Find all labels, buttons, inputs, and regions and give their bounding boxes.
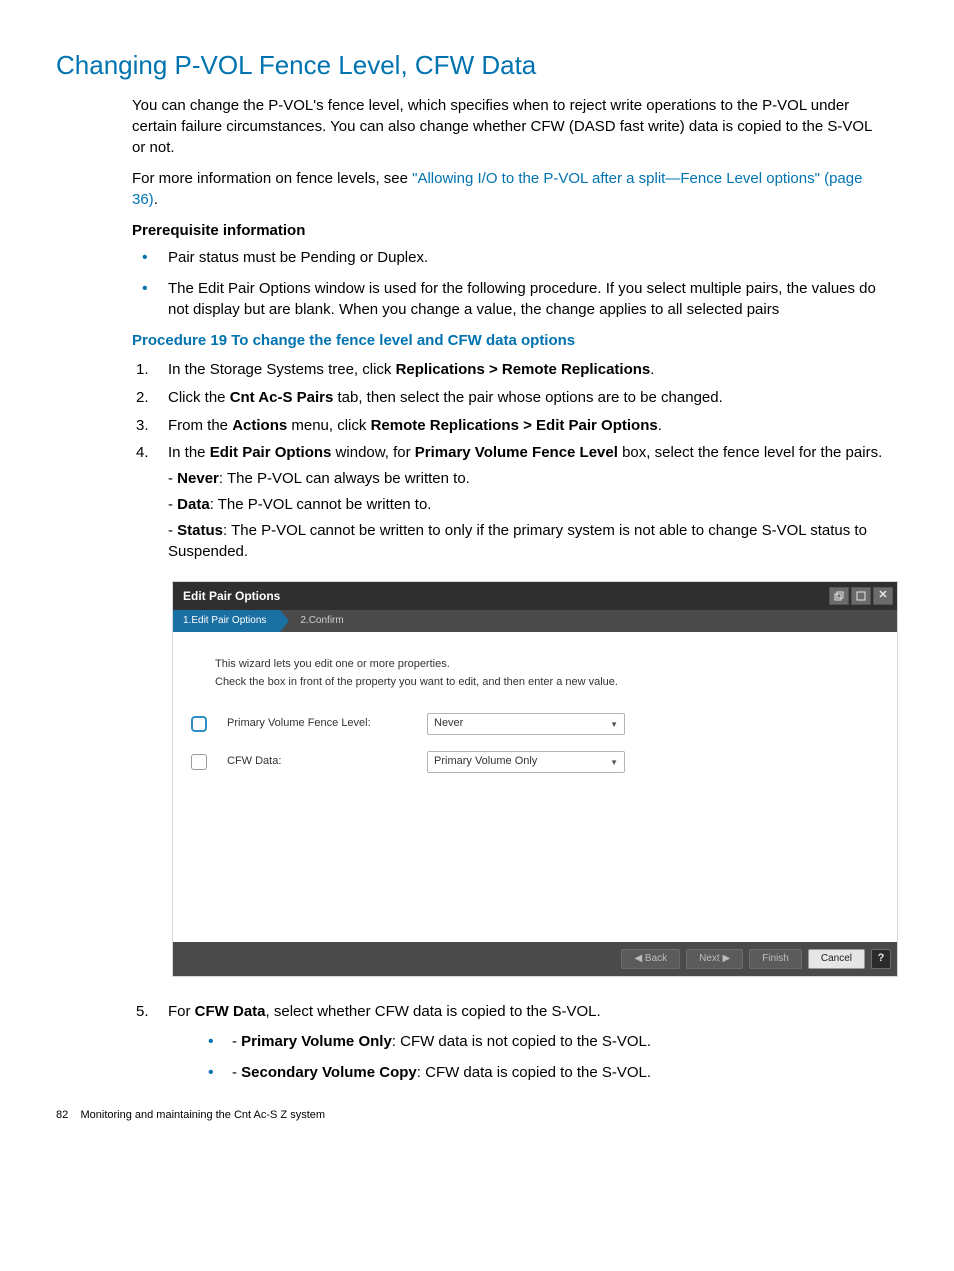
maximize-icon[interactable]: [851, 587, 871, 605]
step-1: In the Storage Systems tree, click Repli…: [132, 359, 888, 381]
step5-pre: For: [168, 1003, 195, 1020]
procedure-steps: In the Storage Systems tree, click Repli…: [132, 359, 888, 563]
intro-p2-post: .: [154, 191, 158, 208]
status-text: : The P-VOL cannot be written to only if…: [168, 522, 867, 561]
fence-level-label: Primary Volume Fence Level:: [227, 716, 427, 731]
dialog-titlebar: Edit Pair Options ✕: [173, 582, 897, 610]
step4-post: box, select the fence level for the pair…: [618, 444, 882, 461]
page-number: 82: [56, 1109, 68, 1121]
cfw-data-label: CFW Data:: [227, 754, 427, 769]
step3-mid: menu, click: [287, 417, 370, 434]
svc-label: Secondary Volume Copy: [241, 1064, 417, 1081]
prereq-heading: Prerequisite information: [132, 220, 888, 241]
window-buttons: ✕: [829, 587, 893, 605]
never-label: Never: [177, 470, 219, 487]
fence-level-checkbox[interactable]: [191, 716, 207, 732]
status-label: Status: [177, 522, 223, 539]
step1-bold: Replications > Remote Replications: [396, 361, 651, 378]
dialog-title: Edit Pair Options: [183, 588, 280, 605]
data-text: : The P-VOL cannot be written to.: [210, 496, 432, 513]
step3-b2: Remote Replications > Edit Pair Options: [371, 417, 658, 434]
intro-paragraph-1: You can change the P-VOL's fence level, …: [132, 95, 888, 158]
chapter-name: Monitoring and maintaining the Cnt Ac-S …: [80, 1109, 325, 1121]
chevron-down-icon: ▼: [610, 719, 618, 730]
finish-button[interactable]: Finish: [749, 949, 802, 969]
step1-pre: In the Storage Systems tree, click: [168, 361, 396, 378]
dialog-body: This wizard lets you edit one or more pr…: [173, 632, 897, 942]
cfw-data-select[interactable]: Primary Volume Only ▼: [427, 751, 625, 773]
step3-pre: From the: [168, 417, 232, 434]
step2-bold: Cnt Ac-S Pairs: [230, 389, 334, 406]
page-footer: 82 Monitoring and maintaining the Cnt Ac…: [56, 1109, 898, 1121]
step4-status: - Status: The P-VOL cannot be written to…: [168, 520, 888, 564]
data-label: Data: [177, 496, 210, 513]
pvo-label: Primary Volume Only: [241, 1033, 392, 1050]
step3-post: .: [658, 417, 662, 434]
step-4: In the Edit Pair Options window, for Pri…: [132, 442, 888, 563]
step3-b1: Actions: [232, 417, 287, 434]
wizard-step-bar: 1.Edit Pair Options 2.Confirm: [173, 610, 897, 632]
back-button[interactable]: ◀ Back: [621, 949, 680, 969]
next-button[interactable]: Next ▶: [686, 949, 743, 969]
step1-post: .: [650, 361, 654, 378]
cfw-data-checkbox[interactable]: [191, 754, 207, 770]
dialog-intro-line1: This wizard lets you edit one or more pr…: [215, 656, 869, 674]
pvo-text: : CFW data is not copied to the S-VOL.: [392, 1033, 651, 1050]
svc-text: : CFW data is copied to the S-VOL.: [417, 1064, 651, 1081]
never-text: : The P-VOL can always be written to.: [219, 470, 470, 487]
step-3: From the Actions menu, click Remote Repl…: [132, 415, 888, 437]
prereq-list: Pair status must be Pending or Duplex. T…: [132, 247, 888, 320]
fence-level-row: Primary Volume Fence Level: Never ▼: [215, 713, 869, 735]
cfw-data-value: Primary Volume Only: [434, 754, 537, 769]
step-2: Click the Cnt Ac-S Pairs tab, then selec…: [132, 387, 888, 409]
step5-svc: - Secondary Volume Copy: CFW data is cop…: [200, 1062, 888, 1083]
step5-sublist: - Primary Volume Only: CFW data is not c…: [200, 1031, 888, 1083]
dialog-footer: ◀ Back Next ▶ Finish Cancel ?: [173, 942, 897, 976]
dialog-intro-line2: Check the box in front of the property y…: [215, 674, 869, 692]
wizard-step-2[interactable]: 2.Confirm: [280, 610, 357, 632]
step5-bold: CFW Data: [195, 1003, 266, 1020]
step2-pre: Click the: [168, 389, 230, 406]
step4-mid: window, for: [331, 444, 414, 461]
prereq-item: The Edit Pair Options window is used for…: [132, 278, 888, 320]
fence-level-select[interactable]: Never ▼: [427, 713, 625, 735]
page-title: Changing P-VOL Fence Level, CFW Data: [56, 50, 898, 81]
body-content: You can change the P-VOL's fence level, …: [132, 95, 888, 1083]
fence-level-value: Never: [434, 716, 463, 731]
cancel-button[interactable]: Cancel: [808, 949, 865, 969]
step4-data: - Data: The P-VOL cannot be written to.: [168, 494, 888, 516]
step4-pre: In the: [168, 444, 210, 461]
step2-post: tab, then select the pair whose options …: [333, 389, 722, 406]
cfw-data-row: CFW Data: Primary Volume Only ▼: [215, 751, 869, 773]
step5-post: , select whether CFW data is copied to t…: [266, 1003, 601, 1020]
prereq-item: Pair status must be Pending or Duplex.: [132, 247, 888, 268]
chevron-down-icon: ▼: [610, 757, 618, 768]
edit-pair-options-dialog: Edit Pair Options ✕ 1.Edit Pair Options …: [172, 581, 898, 977]
step4-b1: Edit Pair Options: [210, 444, 332, 461]
intro-paragraph-2: For more information on fence levels, se…: [132, 168, 888, 210]
procedure-title: Procedure 19 To change the fence level a…: [132, 330, 888, 351]
document-page: Changing P-VOL Fence Level, CFW Data You…: [0, 0, 954, 1151]
intro-p2-pre: For more information on fence levels, se…: [132, 170, 412, 187]
wizard-step-1[interactable]: 1.Edit Pair Options: [173, 610, 280, 632]
restore-down-icon[interactable]: [829, 587, 849, 605]
step-5: For CFW Data, select whether CFW data is…: [132, 1001, 888, 1083]
step4-never: - Never: The P-VOL can always be written…: [168, 468, 888, 490]
dialog-intro: This wizard lets you edit one or more pr…: [215, 656, 869, 691]
close-icon[interactable]: ✕: [873, 587, 893, 605]
procedure-steps-cont: For CFW Data, select whether CFW data is…: [132, 1001, 888, 1083]
help-button[interactable]: ?: [871, 949, 891, 969]
step4-b2: Primary Volume Fence Level: [415, 444, 618, 461]
step5-pvo: - Primary Volume Only: CFW data is not c…: [200, 1031, 888, 1052]
